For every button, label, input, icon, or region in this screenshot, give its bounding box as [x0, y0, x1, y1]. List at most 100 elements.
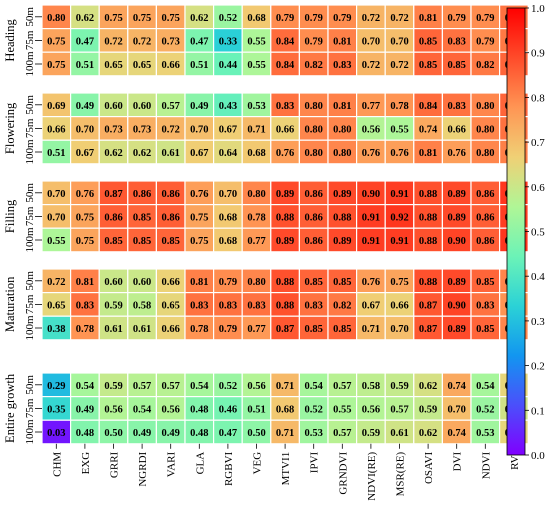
column-label: MSR(RE) — [395, 451, 407, 496]
cell-value-label: 0.59 — [362, 428, 380, 439]
cell-value-label: 0.76 — [448, 148, 466, 159]
colorbar-tick-label: 0.4 — [531, 271, 545, 283]
cell-value-label: 0.58 — [362, 381, 380, 392]
cell-value-label: 0.67 — [219, 124, 237, 135]
cell-value-label: 0.77 — [247, 324, 265, 335]
cell-value-label: 0.85 — [305, 324, 323, 335]
cell-value-label: 0.80 — [47, 13, 65, 24]
colorbar-tick-label: 0.2 — [531, 361, 545, 373]
cell-value-label: 0.85 — [476, 277, 494, 288]
row-label: 100m — [24, 419, 36, 445]
cell-value-label: 0.90 — [448, 236, 466, 247]
cell-value-label: 0.49 — [76, 101, 94, 112]
cell-value-label: 0.44 — [219, 60, 238, 71]
cell-value-label: 0.56 — [362, 404, 380, 415]
cell-value-label: 0.77 — [362, 101, 380, 112]
cell-value-label: 0.50 — [104, 428, 122, 439]
cell-value-label: 0.60 — [133, 277, 151, 288]
cell-value-label: 0.70 — [47, 212, 65, 223]
cell-value-label: 0.55 — [333, 404, 351, 415]
cell-value-label: 0.80 — [247, 189, 265, 200]
cell-value-label: 0.76 — [362, 148, 380, 159]
cell-value-label: 0.90 — [448, 300, 466, 311]
cell-value-label: 0.72 — [362, 60, 380, 71]
colorbar-tick-label: 0.8 — [531, 92, 545, 104]
cell-value-label: 0.66 — [276, 124, 294, 135]
column-label: RGBVI — [223, 451, 235, 486]
cell-value-label: 0.88 — [419, 212, 437, 223]
cell-value-label: 0.57 — [333, 428, 351, 439]
cell-value-label: 0.49 — [162, 428, 180, 439]
colorbar-tick-label: 0.0 — [531, 450, 545, 462]
cell-value-label: 0.70 — [448, 404, 466, 415]
cell-value-label: 0.83 — [276, 101, 294, 112]
cell-value-label: 0.56 — [162, 404, 180, 415]
cell-value-label: 0.90 — [362, 189, 380, 200]
group-label: Heading — [3, 18, 17, 61]
cell-value-label: 0.91 — [362, 212, 380, 223]
cell-value-label: 0.62 — [76, 13, 94, 24]
cell-value-label: 0.79 — [305, 36, 323, 47]
cell-value-label: 0.74 — [448, 381, 467, 392]
cell-value-label: 0.57 — [390, 404, 408, 415]
cell-value-label: 0.52 — [476, 404, 494, 415]
cell-value-label: 0.54 — [133, 404, 152, 415]
cell-value-label: 0.86 — [305, 236, 323, 247]
cell-value-label: 0.89 — [276, 236, 294, 247]
cell-value-label: 0.85 — [162, 236, 180, 247]
column-label: RVI — [509, 451, 521, 469]
cell-value-label: 0.88 — [276, 212, 294, 223]
cell-value-label: 0.83 — [190, 300, 208, 311]
column-label: NGRDI — [137, 451, 149, 486]
cell-value-label: 0.57 — [133, 381, 151, 392]
cell-value-label: 0.57 — [162, 101, 180, 112]
cell-value-label: 0.49 — [133, 428, 151, 439]
cell-value-label: 0.62 — [190, 13, 208, 24]
cell-value-label: 0.59 — [390, 381, 408, 392]
cell-value-label: 0.81 — [333, 36, 351, 47]
cell-value-label: 0.86 — [476, 189, 494, 200]
cell-value-label: 0.76 — [190, 189, 208, 200]
cell-value-label: 0.79 — [276, 13, 294, 24]
cell-value-label: 0.70 — [219, 189, 237, 200]
cell-value-label: 0.70 — [47, 189, 65, 200]
cell-value-label: 0.76 — [76, 189, 94, 200]
row-label: 75m — [24, 294, 36, 314]
cell-value-label: 0.71 — [276, 381, 294, 392]
cell-value-label: 0.55 — [247, 60, 265, 71]
cell-value-label: 0.56 — [247, 381, 265, 392]
cell-value-label: 0.77 — [247, 236, 265, 247]
row-label: 50m — [24, 7, 36, 27]
cell-value-label: 0.85 — [305, 277, 323, 288]
cell-value-label: 0.87 — [419, 324, 437, 335]
cell-value-label: 0.67 — [190, 148, 208, 159]
group-label: Maturation — [3, 276, 17, 332]
cell-value-label: 0.49 — [76, 404, 94, 415]
cell-value-label: 0.48 — [76, 428, 94, 439]
row-label: 50m — [24, 183, 36, 203]
row-label: 100m — [24, 51, 36, 77]
cell-value-label: 0.52 — [219, 381, 237, 392]
cell-value-label: 0.55 — [247, 36, 265, 47]
cell-value-label: 0.75 — [162, 13, 180, 24]
cell-value-label: 0.67 — [362, 300, 380, 311]
cell-value-label: 0.82 — [305, 60, 323, 71]
cell-value-label: 0.79 — [219, 277, 237, 288]
cell-value-label: 0.81 — [419, 13, 437, 24]
cell-value-label: 0.89 — [276, 189, 294, 200]
cell-value-label: 0.80 — [476, 148, 494, 159]
cell-value-label: 0.86 — [305, 189, 323, 200]
cell-value-label: 0.72 — [47, 277, 65, 288]
cell-value-label: 0.68 — [247, 148, 265, 159]
cell-value-label: 0.53 — [476, 428, 494, 439]
cell-value-label: 0.65 — [47, 300, 65, 311]
column-label: VARI — [166, 451, 178, 477]
cell-value-label: 0.68 — [219, 236, 237, 247]
cell-value-label: 0.75 — [104, 13, 122, 24]
cell-value-label: 0.89 — [448, 212, 466, 223]
cell-value-label: 0.83 — [305, 300, 323, 311]
cell-value-label: 0.49 — [190, 101, 208, 112]
cell-value-label: 0.81 — [76, 277, 94, 288]
cell-value-label: 0.61 — [104, 324, 122, 335]
cell-value-label: 0.82 — [333, 300, 351, 311]
